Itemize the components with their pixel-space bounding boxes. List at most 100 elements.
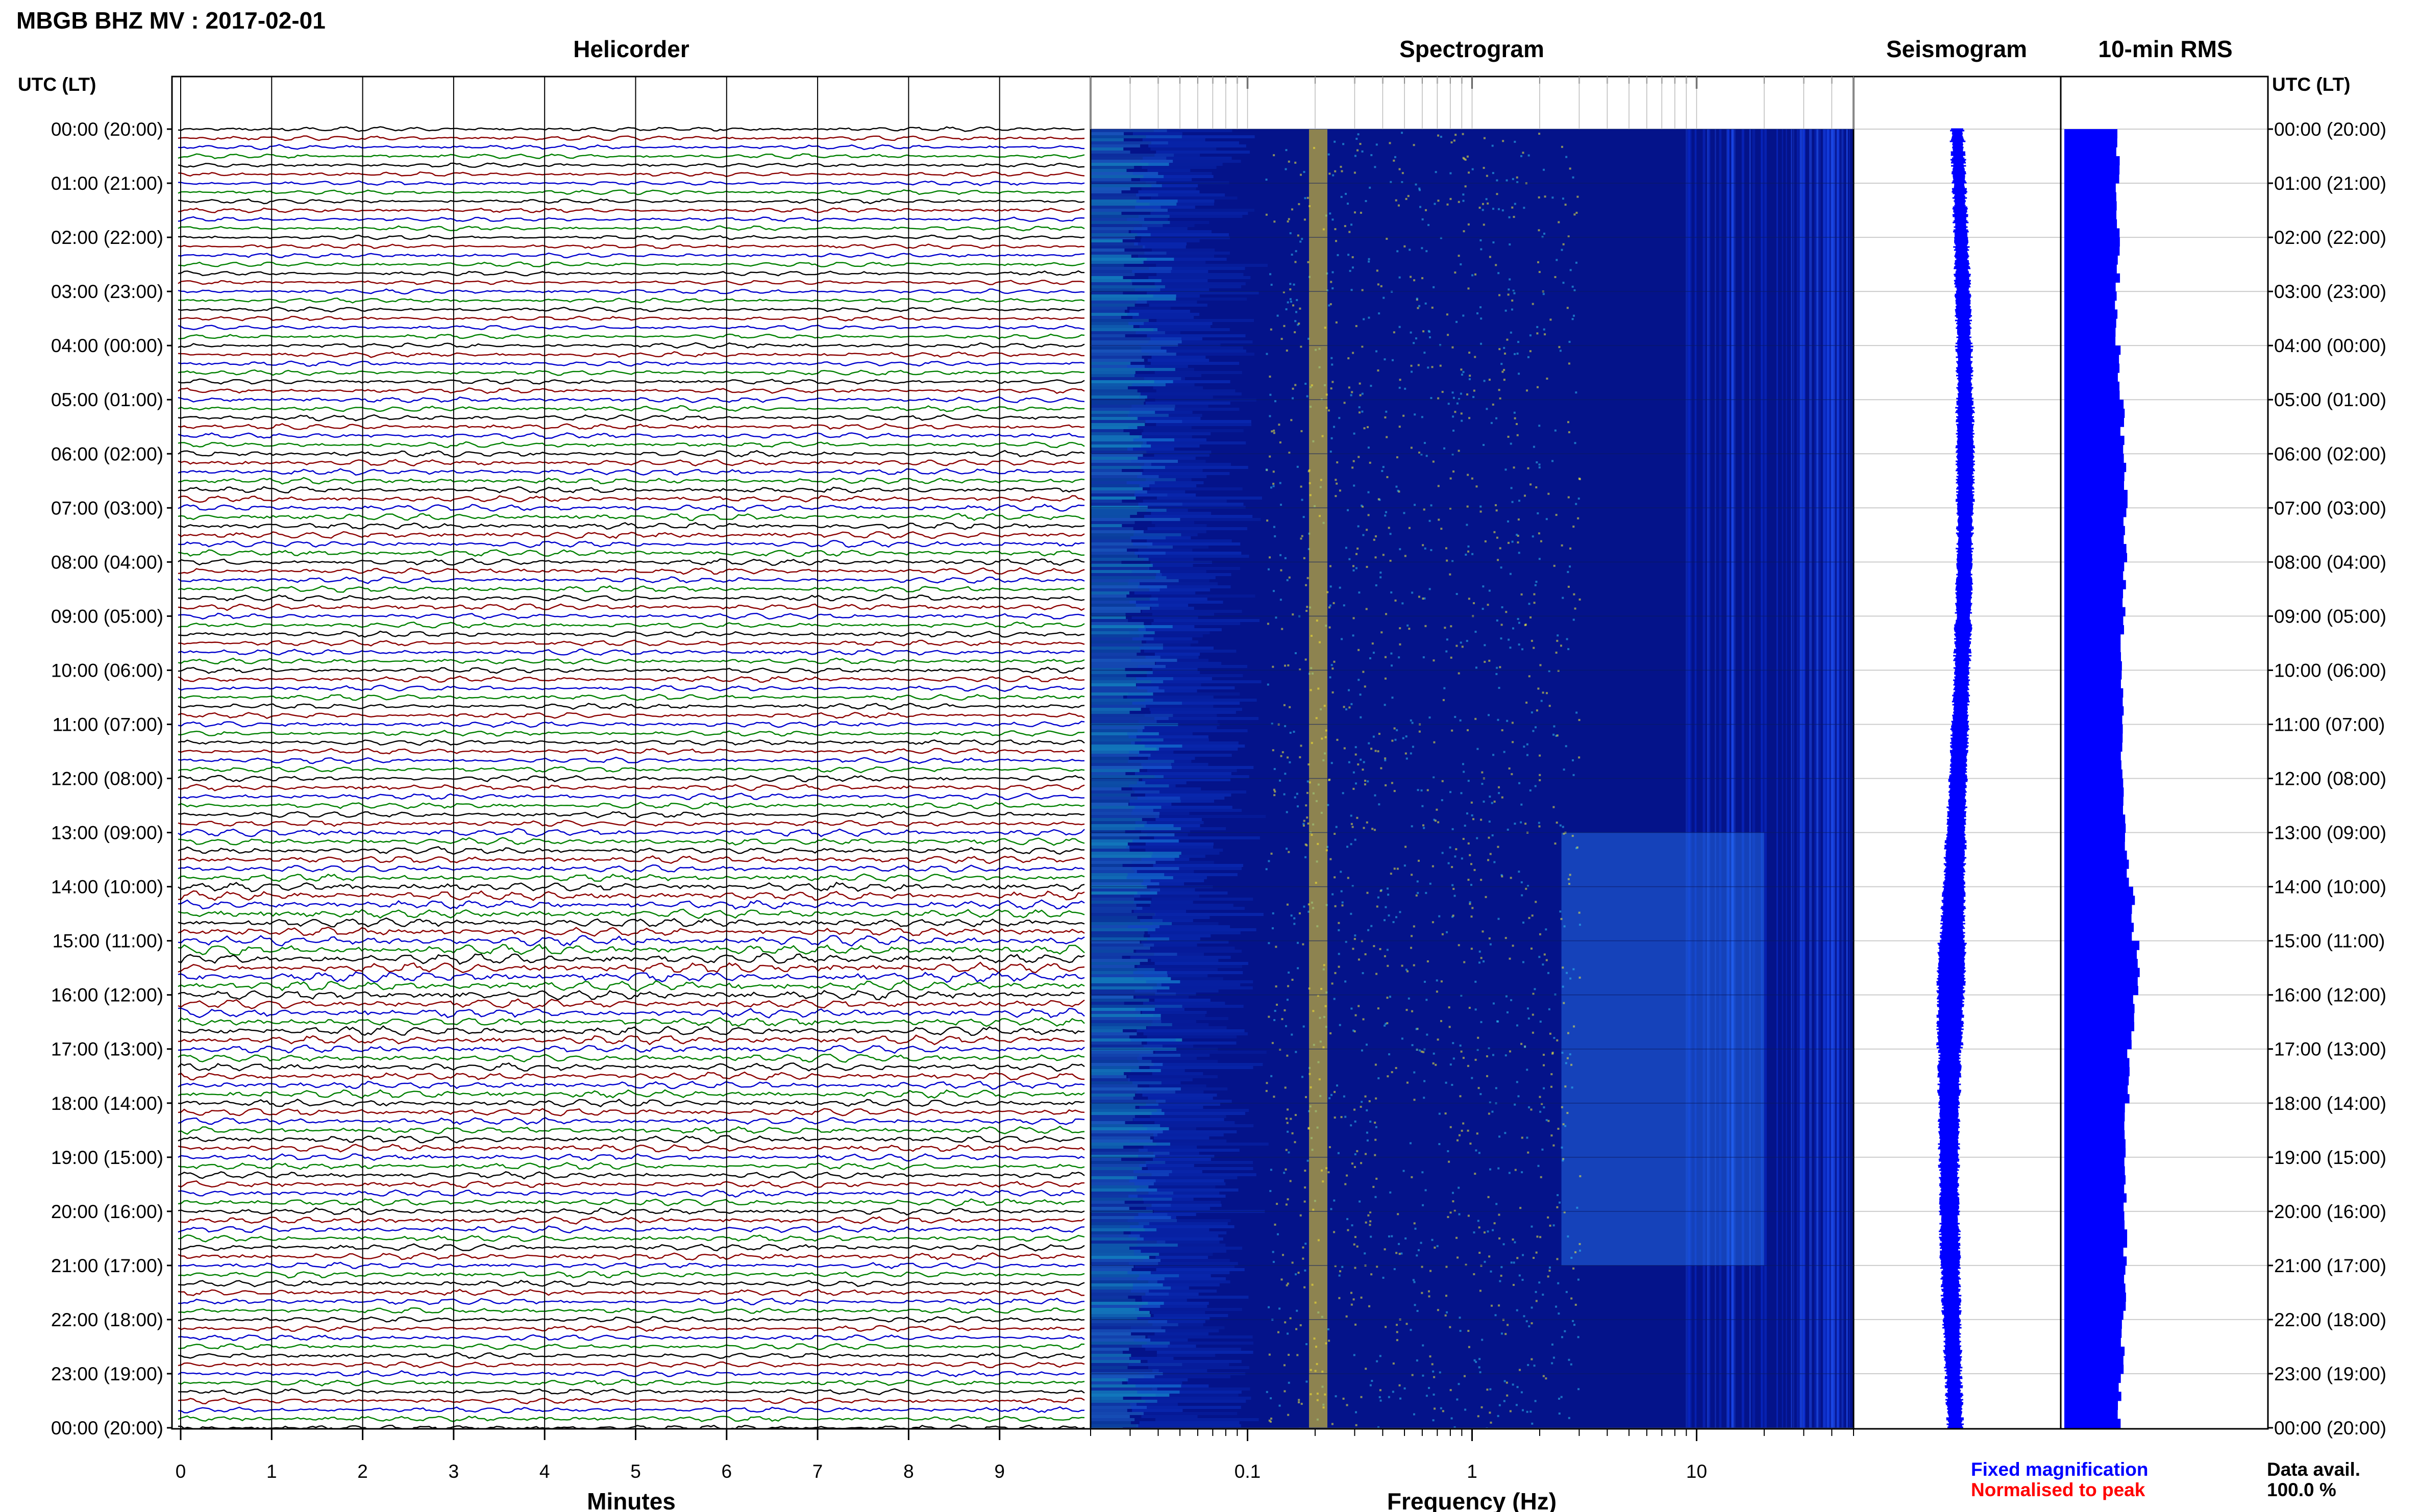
spectrogram-row	[1138, 190, 1200, 193]
spectrogram-row	[1091, 1216, 1171, 1219]
spectrogram-speckle	[1508, 216, 1511, 218]
spectrogram-speckle	[1572, 525, 1575, 528]
spectrogram-row	[1133, 895, 1199, 898]
spectrogram-speckle	[1305, 1380, 1308, 1383]
spectrogram-speckle	[1397, 489, 1399, 492]
spectrogram-speckle	[1390, 181, 1392, 183]
spectrogram-row	[1138, 1060, 1218, 1063]
spectrogram-row	[1143, 643, 1191, 647]
spectrogram-row	[1150, 518, 1261, 521]
spectrogram-speckle	[1497, 272, 1500, 275]
spectrogram-speckle	[1365, 1221, 1367, 1224]
rms-bar	[2064, 381, 2120, 391]
spectrogram-row	[1134, 288, 1210, 291]
rms-bar	[2064, 1346, 2125, 1356]
spectrogram-row	[1091, 717, 1169, 720]
spectrogram-row	[1137, 475, 1207, 478]
spectrogram-speckle	[1479, 306, 1482, 309]
spectrogram-speckle	[1302, 1025, 1305, 1028]
spectrogram-row	[1091, 1375, 1155, 1378]
spectrogram-speckle	[1446, 313, 1448, 316]
spectrogram-row	[1128, 426, 1192, 429]
spectrogram-speckle	[1480, 879, 1483, 881]
rms-bar	[2064, 1193, 2127, 1203]
spectrogram-speckle	[1294, 320, 1297, 323]
spectrogram-speckle	[1474, 1173, 1476, 1175]
spectrogram-speckle	[1336, 1084, 1339, 1087]
spectrogram-speckle	[1545, 692, 1548, 695]
spectrogram-speckle	[1482, 209, 1484, 211]
spectrogram-row	[1091, 607, 1150, 610]
spectrogram-speckle	[1500, 1332, 1503, 1335]
spectrogram-speckle	[1307, 261, 1310, 263]
spectrogram-speckle	[1303, 557, 1305, 559]
spectrogram-row	[1141, 466, 1248, 469]
spectrogram-speckle	[1274, 1223, 1276, 1226]
spectrogram-row	[1091, 846, 1129, 849]
spectrogram-speckle	[1463, 230, 1465, 233]
spectrogram-row	[1091, 1348, 1129, 1351]
spectrogram-row	[1091, 475, 1159, 478]
spectrogram-row	[1091, 1155, 1155, 1158]
spectrogram-speckle	[1416, 298, 1418, 300]
spectrogram-row	[1150, 904, 1233, 907]
spectrogram-speckle	[1539, 779, 1541, 781]
spectrogram-row	[1140, 392, 1242, 395]
spectrogram-row	[1141, 738, 1209, 741]
spectrogram-speckle	[1299, 240, 1302, 243]
spectrogram-speckle	[1548, 1266, 1551, 1269]
spectrogram-speckle	[1543, 953, 1546, 956]
spectrogram-speckle	[1449, 172, 1452, 175]
spectrogram-speckle	[1385, 1023, 1387, 1025]
spectrogram-speckle	[1293, 283, 1295, 286]
spectrogram-speckle	[1357, 649, 1360, 651]
spectrogram-speckle	[1356, 548, 1359, 550]
spectrogram-speckle	[1365, 1153, 1367, 1155]
spectrogram-speckle	[1434, 1246, 1436, 1249]
spectrogram-row	[1091, 1109, 1162, 1112]
spectrogram-speckle	[1328, 626, 1331, 629]
spectrogram-speckle	[1339, 1024, 1341, 1026]
helicorder-trace	[178, 730, 1085, 737]
spectrogram-speckle	[1389, 533, 1392, 535]
spectrogram-speckle	[1375, 350, 1378, 353]
spectrogram-speckle	[1561, 544, 1563, 547]
spectrogram-row	[1138, 585, 1231, 588]
spectrogram-speckle	[1334, 972, 1337, 974]
spectrogram-speckle	[1491, 802, 1493, 804]
spectrogram-row	[1151, 607, 1194, 610]
spectrogram-row	[1147, 291, 1259, 294]
spectrogram-row	[1129, 1179, 1224, 1182]
helicorder-trace	[178, 216, 1085, 222]
spectrogram-row	[1139, 1222, 1228, 1225]
spectrogram-speckle	[1493, 531, 1496, 533]
spectrogram-row	[1138, 628, 1222, 631]
spectrogram-speckle	[1495, 509, 1498, 512]
spectrogram-speckle	[1279, 441, 1281, 444]
time-label-right: 00:00 (20:00)	[2274, 1418, 2386, 1439]
spectrogram-row	[1091, 359, 1144, 362]
spectrogram-row	[1141, 444, 1200, 448]
spectrogram-speckle	[1491, 834, 1494, 836]
spectrogram-speckle	[1350, 1124, 1352, 1127]
spectrogram-speckle	[1537, 1164, 1540, 1167]
spectrogram-speckle	[1350, 394, 1352, 396]
spectrogram-speckle	[1279, 779, 1281, 782]
spectrogram-row	[1143, 1198, 1194, 1201]
rms-bar	[2064, 805, 2124, 815]
spectrogram-speckle	[1352, 787, 1355, 790]
rms-bar	[2064, 1202, 2124, 1212]
spectrogram-row	[1149, 1084, 1206, 1087]
spectrogram-speckle	[1406, 1081, 1409, 1084]
spectrogram-row	[1133, 910, 1187, 913]
rms-bar	[2064, 1157, 2125, 1167]
spectrogram-speckle	[1298, 1399, 1300, 1401]
spectrogram-row	[1091, 1176, 1138, 1179]
spectrogram-row	[1144, 974, 1208, 977]
spectrogram-speckle	[1432, 1370, 1435, 1373]
spectrogram-speckle	[1522, 152, 1524, 154]
spectrogram-speckle	[1291, 1261, 1294, 1264]
spectrogram-speckle	[1350, 224, 1353, 226]
spectrogram-speckle	[1287, 1108, 1289, 1111]
rms-bar	[2064, 571, 2124, 581]
